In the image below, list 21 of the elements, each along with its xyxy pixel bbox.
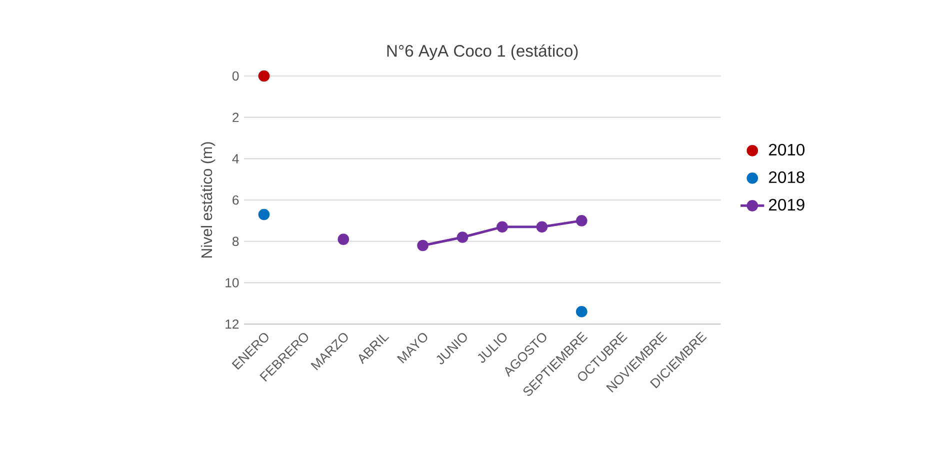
legend-label: 2018 [769, 171, 804, 184]
y-tick-label: 10 [226, 278, 239, 288]
point [576, 215, 588, 226]
point [536, 221, 548, 233]
y-tick-label: 0 [232, 71, 239, 81]
chart-title: N°6 AyA Coco 1 (estático) [387, 44, 578, 60]
point [258, 208, 270, 220]
point [417, 240, 428, 252]
y-tick-label: 8 [232, 236, 239, 246]
y-tick-label: 2 [232, 112, 239, 122]
y-axis-title: Nivel estático (m) [200, 142, 216, 258]
point [456, 232, 468, 243]
y-tick-label: 12 [226, 320, 239, 329]
point [338, 234, 350, 246]
point [576, 306, 588, 318]
y-tick-label: 4 [232, 154, 239, 164]
legend-label: 2010 [769, 144, 804, 156]
point [496, 221, 508, 233]
legend-label: 2019 [769, 198, 804, 211]
point [258, 70, 270, 82]
y-tick-label: 6 [232, 195, 239, 205]
